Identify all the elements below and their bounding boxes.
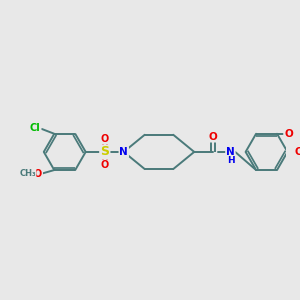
Text: O: O [209, 132, 218, 142]
Text: N: N [226, 147, 235, 157]
Text: H: H [227, 156, 235, 165]
Text: O: O [34, 169, 42, 179]
Text: CH₃: CH₃ [19, 169, 36, 178]
Text: Cl: Cl [30, 123, 40, 133]
Text: N: N [119, 147, 128, 157]
Text: O: O [100, 160, 109, 170]
Text: O: O [100, 134, 109, 144]
Text: S: S [100, 146, 109, 158]
Text: O: O [295, 147, 300, 157]
Text: O: O [284, 129, 293, 139]
